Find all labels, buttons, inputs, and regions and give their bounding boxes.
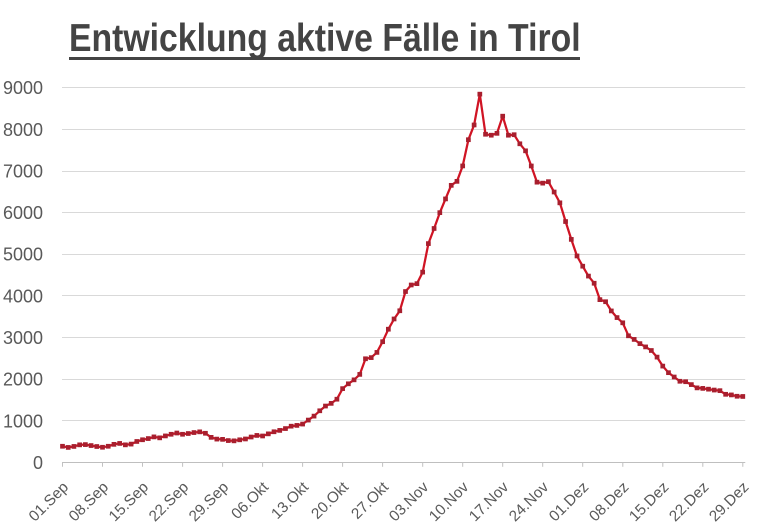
svg-text:22.Sep: 22.Sep <box>146 479 192 525</box>
svg-text:6000: 6000 <box>3 203 43 223</box>
svg-text:8000: 8000 <box>3 120 43 140</box>
svg-text:15.Sep: 15.Sep <box>106 479 152 525</box>
svg-text:29.Dez: 29.Dez <box>706 479 752 525</box>
svg-text:01.Dez: 01.Dez <box>546 479 592 525</box>
svg-text:0: 0 <box>33 453 43 473</box>
svg-text:4000: 4000 <box>3 286 43 306</box>
svg-text:2000: 2000 <box>3 370 43 390</box>
svg-text:10.Nov: 10.Nov <box>426 479 473 526</box>
svg-text:17.Nov: 17.Nov <box>466 479 513 526</box>
svg-text:27.Okt: 27.Okt <box>348 478 392 522</box>
svg-text:3000: 3000 <box>3 328 43 348</box>
svg-text:7000: 7000 <box>3 161 43 181</box>
svg-text:08.Sep: 08.Sep <box>66 479 112 525</box>
svg-text:03.Nov: 03.Nov <box>386 479 433 526</box>
svg-text:13.Okt: 13.Okt <box>268 478 312 522</box>
svg-text:1000: 1000 <box>3 411 43 431</box>
svg-text:5000: 5000 <box>3 245 43 265</box>
svg-text:08.Dez: 08.Dez <box>586 479 632 525</box>
svg-text:24.Nov: 24.Nov <box>506 479 553 526</box>
svg-text:9000: 9000 <box>3 78 43 98</box>
svg-text:06.Okt: 06.Okt <box>228 478 272 522</box>
svg-text:29.Sep: 29.Sep <box>186 479 232 525</box>
svg-text:15.Dez: 15.Dez <box>626 479 672 525</box>
svg-text:22.Dez: 22.Dez <box>666 479 712 525</box>
svg-text:01.Sep: 01.Sep <box>26 479 72 525</box>
svg-text:20.Okt: 20.Okt <box>308 478 352 522</box>
